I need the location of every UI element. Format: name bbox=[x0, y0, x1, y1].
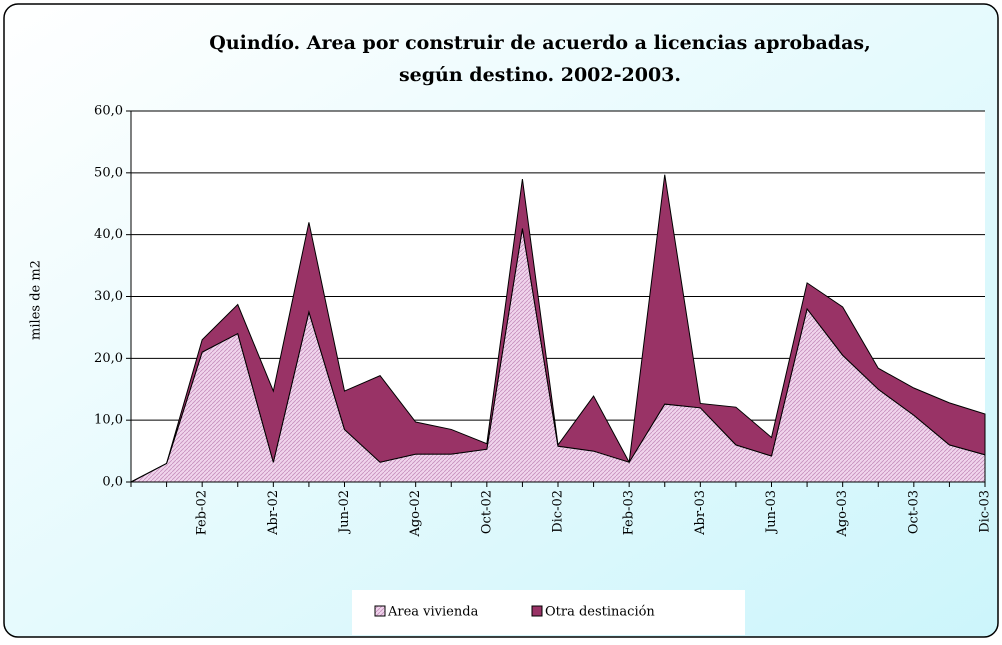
y-axis-label: miles de m2 bbox=[29, 260, 44, 340]
legend-label: Otra destinación bbox=[545, 605, 655, 620]
y-tick-label: 50,0 bbox=[94, 165, 123, 180]
legend-swatch bbox=[374, 605, 386, 617]
y-tick-label: 10,0 bbox=[94, 413, 123, 428]
x-tick-label: Dic-02 bbox=[551, 490, 566, 533]
y-tick-label: 0,0 bbox=[102, 475, 123, 490]
legend-label: Area vivienda bbox=[387, 605, 479, 620]
x-tick-label: Abr-02 bbox=[266, 490, 281, 536]
legend bbox=[352, 590, 745, 635]
legend-swatch bbox=[531, 605, 543, 617]
chart-subtitle: según destino. 2002-2003. bbox=[399, 64, 681, 86]
y-tick-label: 40,0 bbox=[94, 227, 123, 242]
x-tick-label: Jun-02 bbox=[337, 490, 352, 535]
x-tick-label: Ago-03 bbox=[835, 490, 850, 537]
y-tick-label: 30,0 bbox=[94, 289, 123, 304]
x-tick-label: Dic-03 bbox=[978, 490, 993, 533]
x-tick-label: Feb-03 bbox=[622, 490, 637, 535]
y-tick-label: 20,0 bbox=[94, 351, 123, 366]
x-tick-label: Feb-02 bbox=[195, 490, 210, 535]
y-tick-label: 60,0 bbox=[94, 104, 123, 119]
area bbox=[130, 174, 986, 483]
x-tick-label: Jun-03 bbox=[764, 490, 779, 535]
x-tick-label: Oct-02 bbox=[479, 490, 494, 534]
x-tick-label: Abr-03 bbox=[693, 490, 708, 536]
x-tick-label: Oct-03 bbox=[906, 490, 921, 534]
x-tick-label: Ago-02 bbox=[408, 490, 423, 537]
chart-title: Quindío. Area por construir de acuerdo a… bbox=[209, 32, 870, 54]
